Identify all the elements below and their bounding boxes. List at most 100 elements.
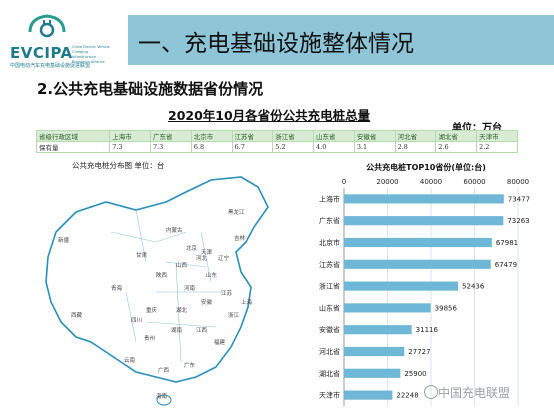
china-outline [45,176,269,383]
table-value-cell: 2.2 [476,141,518,153]
table-value-label: 保有量 [35,141,111,153]
map-province-label: 江西 [196,327,208,334]
map-province-label: 西藏 [71,311,83,319]
table-header-cell: 江苏省 [231,130,274,142]
data-label: 67981 [496,239,518,247]
table-value-cell: 5.2 [272,141,315,153]
data-label: 27727 [408,348,430,356]
map-province-label: 北京 [186,244,198,252]
map-province-label: 内蒙古 [166,226,183,234]
bar [344,259,491,269]
header: EVCIPA China Electric Vehicle Charging I… [0,0,554,80]
data-label: 31116 [416,326,439,334]
map-province-label: 辽宁 [218,254,230,262]
table-title: 2020年10月各省份公共充电桩总量 [168,108,371,123]
wechat-icon [424,385,438,399]
map-label: 公共充电桩分布图 单位：台 [72,161,165,170]
category-label: 河北省 [319,347,340,356]
category-label: 天津市 [319,391,340,400]
bar-chart: 公共充电桩TOP10省份(单位:台) 0 20000 40000 60000 80000… [319,162,530,406]
province-table: 省级行政区域 上海市 广东省 北京市 江苏省 浙江省 山东省 安徽省 河北省 湖北省 天津市 保有量… [35,130,518,153]
plug-car-icon [28,14,66,38]
bar [344,216,504,226]
table-unit: 单位：万台 [452,123,502,134]
x-tick-label: 0 [342,178,346,186]
evcipa-logo: EVCIPA China Electric Vehicle Charging I… [8,10,128,70]
map-province-label: 天津 [201,249,213,256]
x-tick-label: 80000 [507,178,529,186]
category-label: 江苏省 [319,260,340,269]
category-label: 北京市 [319,238,340,247]
table-header-cell: 天津市 [476,130,518,142]
map-province-label: 陕西 [156,271,168,279]
table-value-cell: 3.1 [353,141,396,153]
logo-small-text: China Electric Vehicle Charging Infrastr… [72,45,110,64]
bar [344,237,492,248]
category-label: 湖北省 [319,369,340,378]
table-header-cell: 广东省 [149,130,192,142]
x-tick-label: 20000 [376,178,398,186]
table-header-cell: 浙江省 [272,130,315,142]
table-value-cell: 6.7 [231,141,274,153]
data-label: 52436 [462,283,485,291]
map-province-label: 山东 [206,271,218,279]
category-label: 上海市 [319,194,340,203]
data-label: 73263 [507,217,529,225]
map-province-label: 新疆 [58,236,70,244]
bar [344,194,504,204]
map-province-label: 黑龙江 [228,208,245,216]
map-province-label: 江苏 [221,289,233,297]
category-label: 安徽省 [319,325,340,334]
table-header-cell: 湖北省 [435,130,478,142]
map-province-label: 广东 [184,361,196,369]
table-value-cell: 4.0 [313,141,355,153]
category-label: 广东省 [319,216,340,225]
table-header-label: 省级行政区域 [35,130,111,142]
category-label: 山东省 [319,303,340,312]
map-province-label: 河北 [196,254,208,262]
table-value-cell: 7.3 [149,141,192,153]
table-value-cell: 6.8 [190,141,233,153]
map-province-label: 吉林 [234,234,246,242]
table-header-cell: 上海市 [109,130,151,142]
data-label: 39856 [435,304,458,312]
table-header-cell: 北京市 [190,130,233,142]
map-province-label: 广西 [158,366,170,374]
map-province-label: 海南 [156,392,168,400]
logo-text: EVCIPA [10,44,73,62]
chart-title: 公共充电桩TOP10省份(单位:台) [366,162,486,172]
bar [344,303,431,313]
table-value-cell: 2.6 [435,141,478,153]
category-label: 浙江省 [319,282,340,291]
map-province-label: 四川 [131,317,142,324]
map-province-label: 湖南 [171,326,183,334]
map-province-label: 浙江 [228,311,240,319]
map-province-label: 安徽 [201,298,213,306]
page-subtitle: 2.公共充电基础设施数据省份情况 [37,80,264,98]
table-value-cell: 7.3 [109,141,151,153]
data-label: 25900 [404,370,426,378]
hainan-island [156,394,172,406]
bar [344,325,412,335]
logo-subtitle: 中国电动汽车充电基础设施促进联盟 [10,63,91,69]
x-tick-label: 40000 [420,178,442,186]
x-tick-label: 60000 [463,178,485,186]
table-value-cell: 2.8 [394,141,437,153]
table-header-row: 省级行政区域 上海市 广东省 北京市 江苏省 浙江省 山东省 安徽省 河北省 湖北省 天津市 [35,130,518,142]
watermark: 中国充电联盟 [438,386,511,400]
bar [344,368,401,378]
data-label: 67479 [495,261,517,269]
map-province-label: 福建 [214,338,226,346]
section-title-bar: 一、充电基础设施整体情况 [128,15,554,65]
table-header-cell: 安徽省 [353,130,396,142]
bar [344,346,405,357]
table-header-cell: 山东省 [313,130,355,142]
map-province-label: 青海 [111,284,123,292]
map-province-label: 重庆 [146,306,158,314]
section-title: 一、充电基础设施整体情况 [138,31,414,57]
map-province-label: 湖北 [176,306,188,314]
map-province-label: 山西 [176,261,188,269]
map-province-label: 云南 [124,356,136,364]
table-header-cell: 河北省 [394,130,437,142]
table-value-row: 保有量 7.3 7.3 6.8 6.7 5.2 4.0 3.1 2.8 2.6 2.2 [35,141,518,153]
